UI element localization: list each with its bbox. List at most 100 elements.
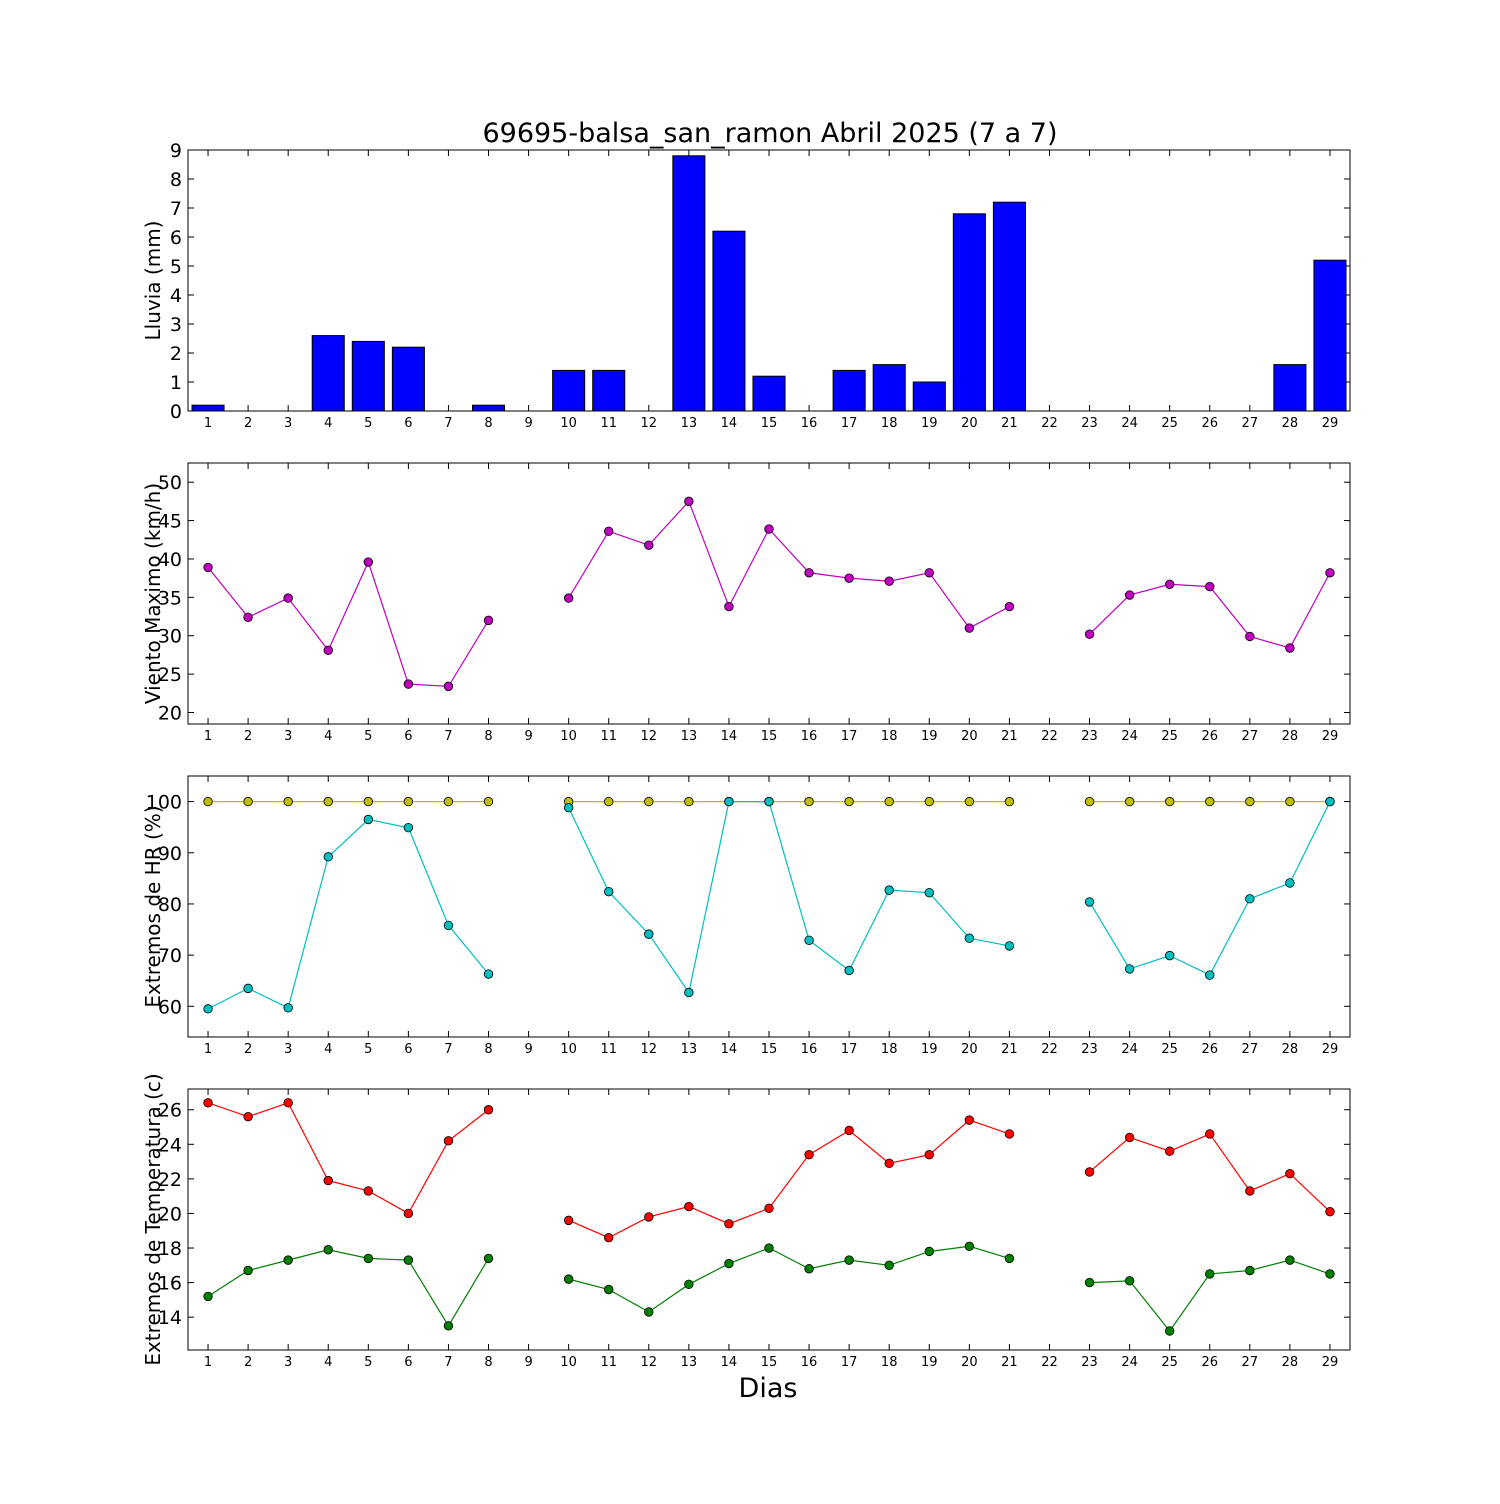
x-tick-label: 20 [961,729,978,744]
x-tick-label: 18 [881,416,898,431]
rain-bar [471,404,506,412]
temp-min-point [283,1255,293,1265]
x-tick-label: 19 [921,729,938,744]
y-tick-label: 2 [170,343,182,365]
x-tick-label: 19 [921,1042,938,1057]
temp-max-point [924,1149,934,1160]
wind-point [243,612,253,622]
hr-max-point [604,796,614,807]
temp-min-point [1325,1269,1335,1279]
x-tick-label: 7 [444,416,452,431]
x-tick-label: 4 [324,1042,332,1057]
wind-point [604,526,614,537]
y-tick-label: 4 [170,285,182,307]
y-tick-label: 60 [158,996,182,1018]
hr-min-point [1245,894,1255,904]
x-tick-label: 29 [1322,1042,1339,1057]
hr-min-point [283,1003,293,1013]
hr-max-point [964,796,975,807]
wind-point [924,568,934,578]
temp-min-point [443,1321,454,1331]
hr-max-point [283,796,293,807]
x-tick-label: 28 [1282,729,1299,744]
temp-min-point [604,1284,614,1295]
x-tick-label: 14 [721,1355,738,1370]
x-tick-label: 13 [681,1355,698,1370]
x-tick-label: 14 [721,729,738,744]
x-tick-label: 16 [801,1355,818,1370]
temp-min-point [764,1243,774,1253]
x-tick-label: 5 [364,729,372,744]
x-tick-label: 13 [681,416,698,431]
hr-min-point [243,983,253,994]
temp-max-point [804,1149,814,1160]
x-tick-label: 13 [681,729,698,744]
y-tick-label: 8 [170,169,182,191]
temp-max-point [1205,1129,1215,1139]
temp-min-point [724,1258,734,1269]
x-tick-label: 26 [1201,416,1218,431]
wind-point [1164,579,1175,589]
temp-max-point [283,1098,293,1108]
x-tick-label: 5 [364,416,372,431]
y-tick-label: 26 [158,1100,182,1122]
x-tick-label: 8 [484,1355,492,1370]
y-tick-label: 25 [158,664,182,686]
hr-max-point [483,796,494,807]
temp-min-point [1205,1269,1215,1279]
temp-min-point [203,1291,213,1302]
y-tick-label: 1 [170,372,182,394]
rain-bar [1313,259,1347,412]
x-tick-label: 8 [484,729,492,744]
x-tick-label: 18 [881,729,898,744]
y-tick-label: 35 [158,587,182,609]
rain-bar [992,201,1026,412]
y-tick-label: 0 [170,401,182,423]
x-tick-label: 13 [681,1042,698,1057]
x-tick-label: 20 [961,1355,978,1370]
x-tick-label: 15 [761,1355,778,1370]
x-tick-label: 24 [1121,1042,1138,1057]
wind-point [1245,631,1255,642]
x-tick-label: 16 [801,416,818,431]
hr-min-line [1089,801,1331,976]
hr-min-point [844,965,854,976]
hr-min-point [684,987,694,998]
wind-point [804,568,814,578]
x-tick-label: 6 [404,1355,412,1370]
wind-point [844,573,854,583]
x-tick-label: 22 [1041,729,1058,744]
wind-point [724,601,734,612]
hr-max-point [1004,796,1015,807]
y-tick-label: 3 [170,314,182,336]
rain-bar [952,213,986,412]
x-tick-label: 22 [1041,416,1058,431]
temp-min-point [884,1260,894,1271]
temp-min-point [964,1241,975,1251]
temp-max-point [1164,1146,1175,1156]
hr-min-point [483,969,494,979]
wind-point [363,557,374,567]
temp-min-point [924,1246,934,1257]
y-tick-label: 6 [170,227,182,249]
x-tick-label: 25 [1161,729,1178,744]
x-tick-label: 12 [641,1042,658,1057]
rain-bar [712,230,746,412]
hr-min-point [924,887,934,898]
rain-bar [191,404,225,412]
hr-max-point [644,796,654,807]
x-tick-label: 29 [1322,1355,1339,1370]
hr-max-point [243,796,253,807]
hr-max-point [1124,796,1135,807]
x-tick-label: 7 [444,1042,452,1057]
temp-max-point [1124,1132,1135,1143]
temp-min-point [1164,1326,1175,1336]
x-tick-label: 25 [1161,1355,1178,1370]
rain-bar [552,369,586,412]
x-tick-label: 2 [244,416,252,431]
temp-max-point [1245,1186,1255,1196]
temp-max-point [243,1111,253,1122]
y-tick-label: 45 [158,511,182,533]
